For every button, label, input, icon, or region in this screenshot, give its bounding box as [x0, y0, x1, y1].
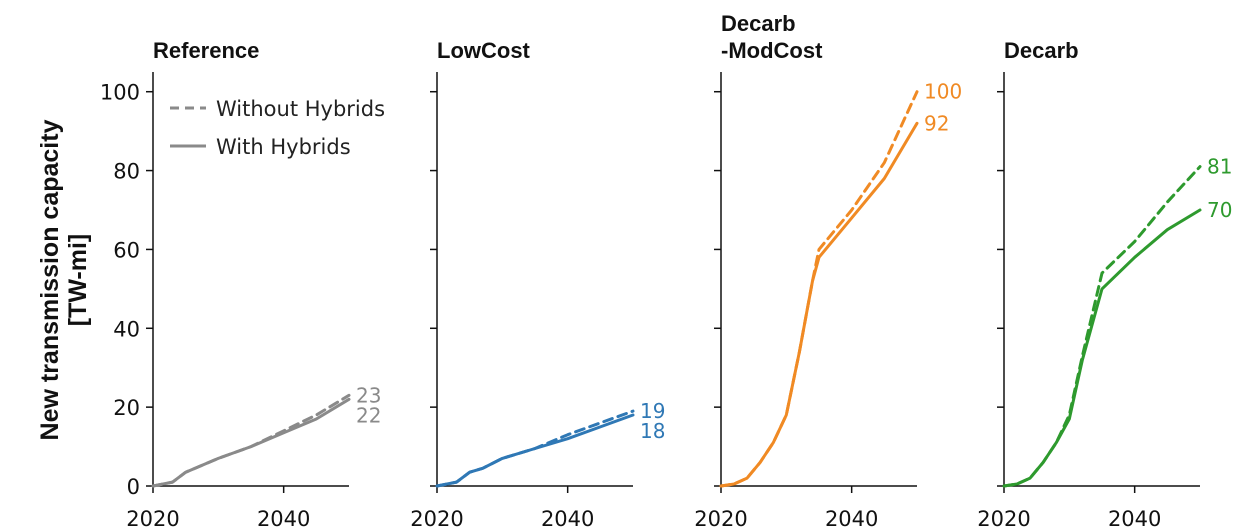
panel-title: Reference: [153, 38, 259, 63]
x-tick-label: 2020: [977, 507, 1030, 529]
end-value-label: 92: [924, 111, 949, 135]
end-value-label: 23: [356, 383, 381, 407]
y-tick-label: 80: [113, 160, 140, 184]
series-line-without-hybrids: [1002, 165, 1202, 488]
end-value-label: 19: [640, 399, 665, 423]
y-axis-label-line2: [TW-mi]: [64, 234, 92, 327]
series-line-without-hybrids: [151, 393, 351, 488]
y-tick-label: 100: [100, 81, 140, 105]
series-line-with-hybrids: [435, 413, 635, 488]
end-value-label: 22: [356, 403, 381, 427]
panel-title: LowCost: [437, 38, 531, 63]
panel-title: Decarb: [721, 11, 796, 36]
y-axis-label-line1: New transmission capacity: [36, 119, 64, 440]
y-tick-label: 0: [127, 475, 140, 499]
legend: Without Hybrids With Hybrids: [170, 97, 385, 159]
series-line-with-hybrids: [719, 121, 919, 488]
x-tick-label: 2020: [126, 507, 179, 529]
panel-title: -ModCost: [721, 38, 823, 63]
y-tick-label: 40: [113, 317, 140, 341]
x-tick-label: 2040: [541, 507, 594, 529]
x-tick-label: 2040: [257, 507, 310, 529]
x-tick-label: 2020: [694, 507, 747, 529]
legend-solid-label: With Hybrids: [216, 135, 351, 159]
x-tick-label: 2020: [410, 507, 463, 529]
end-value-label: 81: [1207, 155, 1232, 179]
panel-title: Decarb: [1004, 38, 1079, 63]
end-value-label: 70: [1207, 198, 1232, 222]
y-tick-label: 20: [113, 396, 140, 420]
end-value-label: 100: [924, 80, 962, 104]
series-line-without-hybrids: [719, 90, 919, 488]
series-line-with-hybrids: [1002, 208, 1202, 488]
x-tick-label: 2040: [1108, 507, 1161, 529]
x-tick-label: 2040: [825, 507, 878, 529]
legend-dashed-label: Without Hybrids: [216, 97, 385, 121]
panel-3: Decarb-ModCost 2020 2040 100 92: [694, 11, 962, 529]
y-tick-label: 60: [113, 238, 140, 262]
series-line-with-hybrids: [151, 397, 351, 488]
end-value-label: 18: [640, 419, 665, 443]
panel-4: Decarb 2020 2040 81 70: [977, 38, 1232, 529]
